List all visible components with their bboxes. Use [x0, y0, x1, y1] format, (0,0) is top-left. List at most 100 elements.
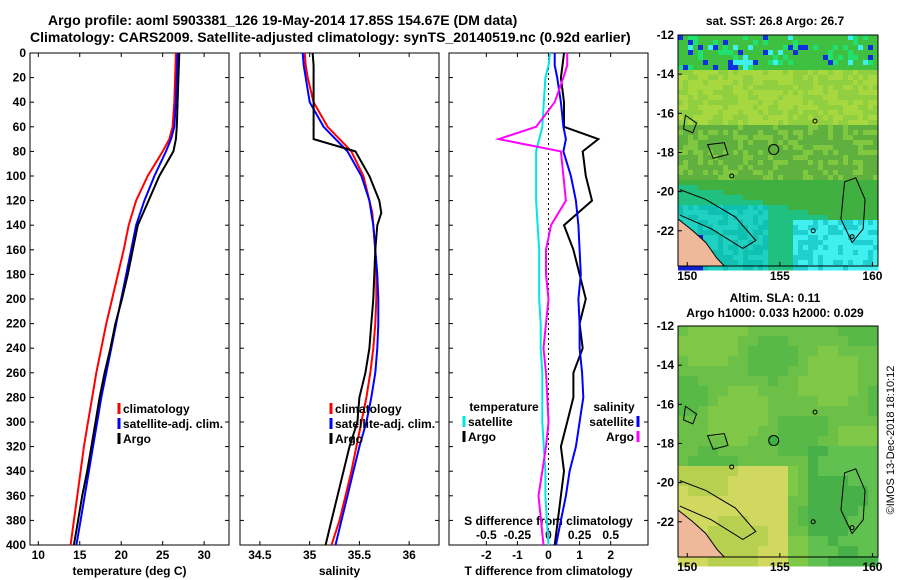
map-cell: [743, 170, 749, 176]
difference-legend-left-title: temperature: [469, 400, 539, 414]
map-cell: [728, 85, 734, 91]
map-cell: [718, 115, 724, 121]
map-cell: [818, 376, 829, 387]
map-cell: [813, 150, 819, 156]
map-cell: [748, 120, 754, 126]
diff-series-salinity-argo: [494, 53, 569, 546]
map-cell: [693, 45, 699, 51]
map-cell: [828, 190, 834, 196]
sst-map-ylabel--22: -22: [657, 224, 675, 238]
map-cell: [703, 55, 709, 61]
map-cell: [738, 65, 744, 71]
map-cell: [818, 556, 829, 567]
map-cell: [758, 376, 769, 387]
map-cell: [838, 75, 844, 81]
map-cell: [863, 215, 869, 221]
difference-x-tick-1: 1: [576, 548, 583, 562]
map-cell: [823, 115, 829, 121]
map-cell: [828, 356, 839, 367]
map-cell: [758, 120, 764, 126]
map-cell: [778, 35, 784, 41]
map-cell: [793, 110, 799, 116]
map-cell: [763, 60, 769, 66]
map-cell: [678, 406, 689, 417]
map-cell: [858, 225, 864, 231]
map-cell: [678, 45, 684, 51]
map-cell: [723, 80, 729, 86]
map-cell: [828, 366, 839, 377]
map-cell: [688, 55, 694, 61]
map-cell: [823, 185, 829, 191]
map-cell: [858, 396, 869, 407]
map-cell: [803, 110, 809, 116]
map-cell: [808, 536, 819, 547]
map-cell: [863, 130, 869, 136]
map-cell: [743, 80, 749, 86]
map-cell: [688, 185, 694, 191]
map-cell: [743, 100, 749, 106]
map-cell: [853, 70, 859, 76]
map-cell: [793, 55, 799, 61]
map-cell: [683, 45, 689, 51]
map-cell: [703, 160, 709, 166]
map-cell: [863, 110, 869, 116]
map-cell: [848, 466, 859, 477]
map-cell: [853, 105, 859, 111]
map-cell: [778, 546, 789, 557]
map-cell: [758, 230, 764, 236]
map-cell: [833, 60, 839, 66]
map-cell: [733, 170, 739, 176]
map-cell: [823, 255, 829, 261]
map-cell: [778, 85, 784, 91]
map-cell: [693, 135, 699, 141]
map-cell: [773, 220, 779, 226]
map-cell: [848, 436, 859, 447]
map-cell: [703, 75, 709, 81]
map-cell: [718, 100, 724, 106]
temperature-series-0: [69, 52, 177, 546]
reef-outline: [683, 405, 698, 425]
map-cell: [718, 50, 724, 56]
map-cell: [848, 105, 854, 111]
map-cell: [678, 175, 684, 181]
map-cell: [728, 35, 734, 41]
map-cell: [813, 45, 819, 51]
map-cell: [698, 225, 704, 231]
map-cell: [768, 386, 779, 397]
map-cell: [838, 240, 844, 246]
map-cell: [843, 125, 849, 131]
map-cell: [678, 140, 684, 146]
map-cell: [763, 125, 769, 131]
map-cell: [678, 105, 684, 111]
map-cell: [768, 150, 774, 156]
map-cell: [818, 80, 824, 86]
y-tick-label-180: 180: [6, 267, 26, 281]
map-cell: [823, 150, 829, 156]
map-cell: [818, 180, 824, 186]
map-cell: [783, 240, 789, 246]
temperature-x-tick-20: 20: [115, 548, 129, 562]
map-cell: [863, 235, 869, 241]
map-cell: [688, 160, 694, 166]
map-cell: [813, 50, 819, 56]
map-cell: [818, 155, 824, 161]
map-cell: [813, 100, 819, 106]
map-cell: [843, 255, 849, 261]
map-cell: [683, 55, 689, 61]
map-cell: [833, 140, 839, 146]
map-cell: [768, 356, 779, 367]
map-cell: [873, 210, 879, 216]
map-cell: [678, 125, 684, 131]
map-cell: [868, 40, 874, 46]
map-cell: [723, 110, 729, 116]
map-cell: [743, 260, 749, 266]
map-cell: [703, 175, 709, 181]
map-cell: [748, 100, 754, 106]
map-cell: [703, 220, 709, 226]
map-cell: [683, 145, 689, 151]
map-cell: [823, 125, 829, 131]
map-cell: [868, 185, 874, 191]
map-cell: [788, 506, 799, 517]
map-cell: [773, 125, 779, 131]
map-cell: [693, 170, 699, 176]
